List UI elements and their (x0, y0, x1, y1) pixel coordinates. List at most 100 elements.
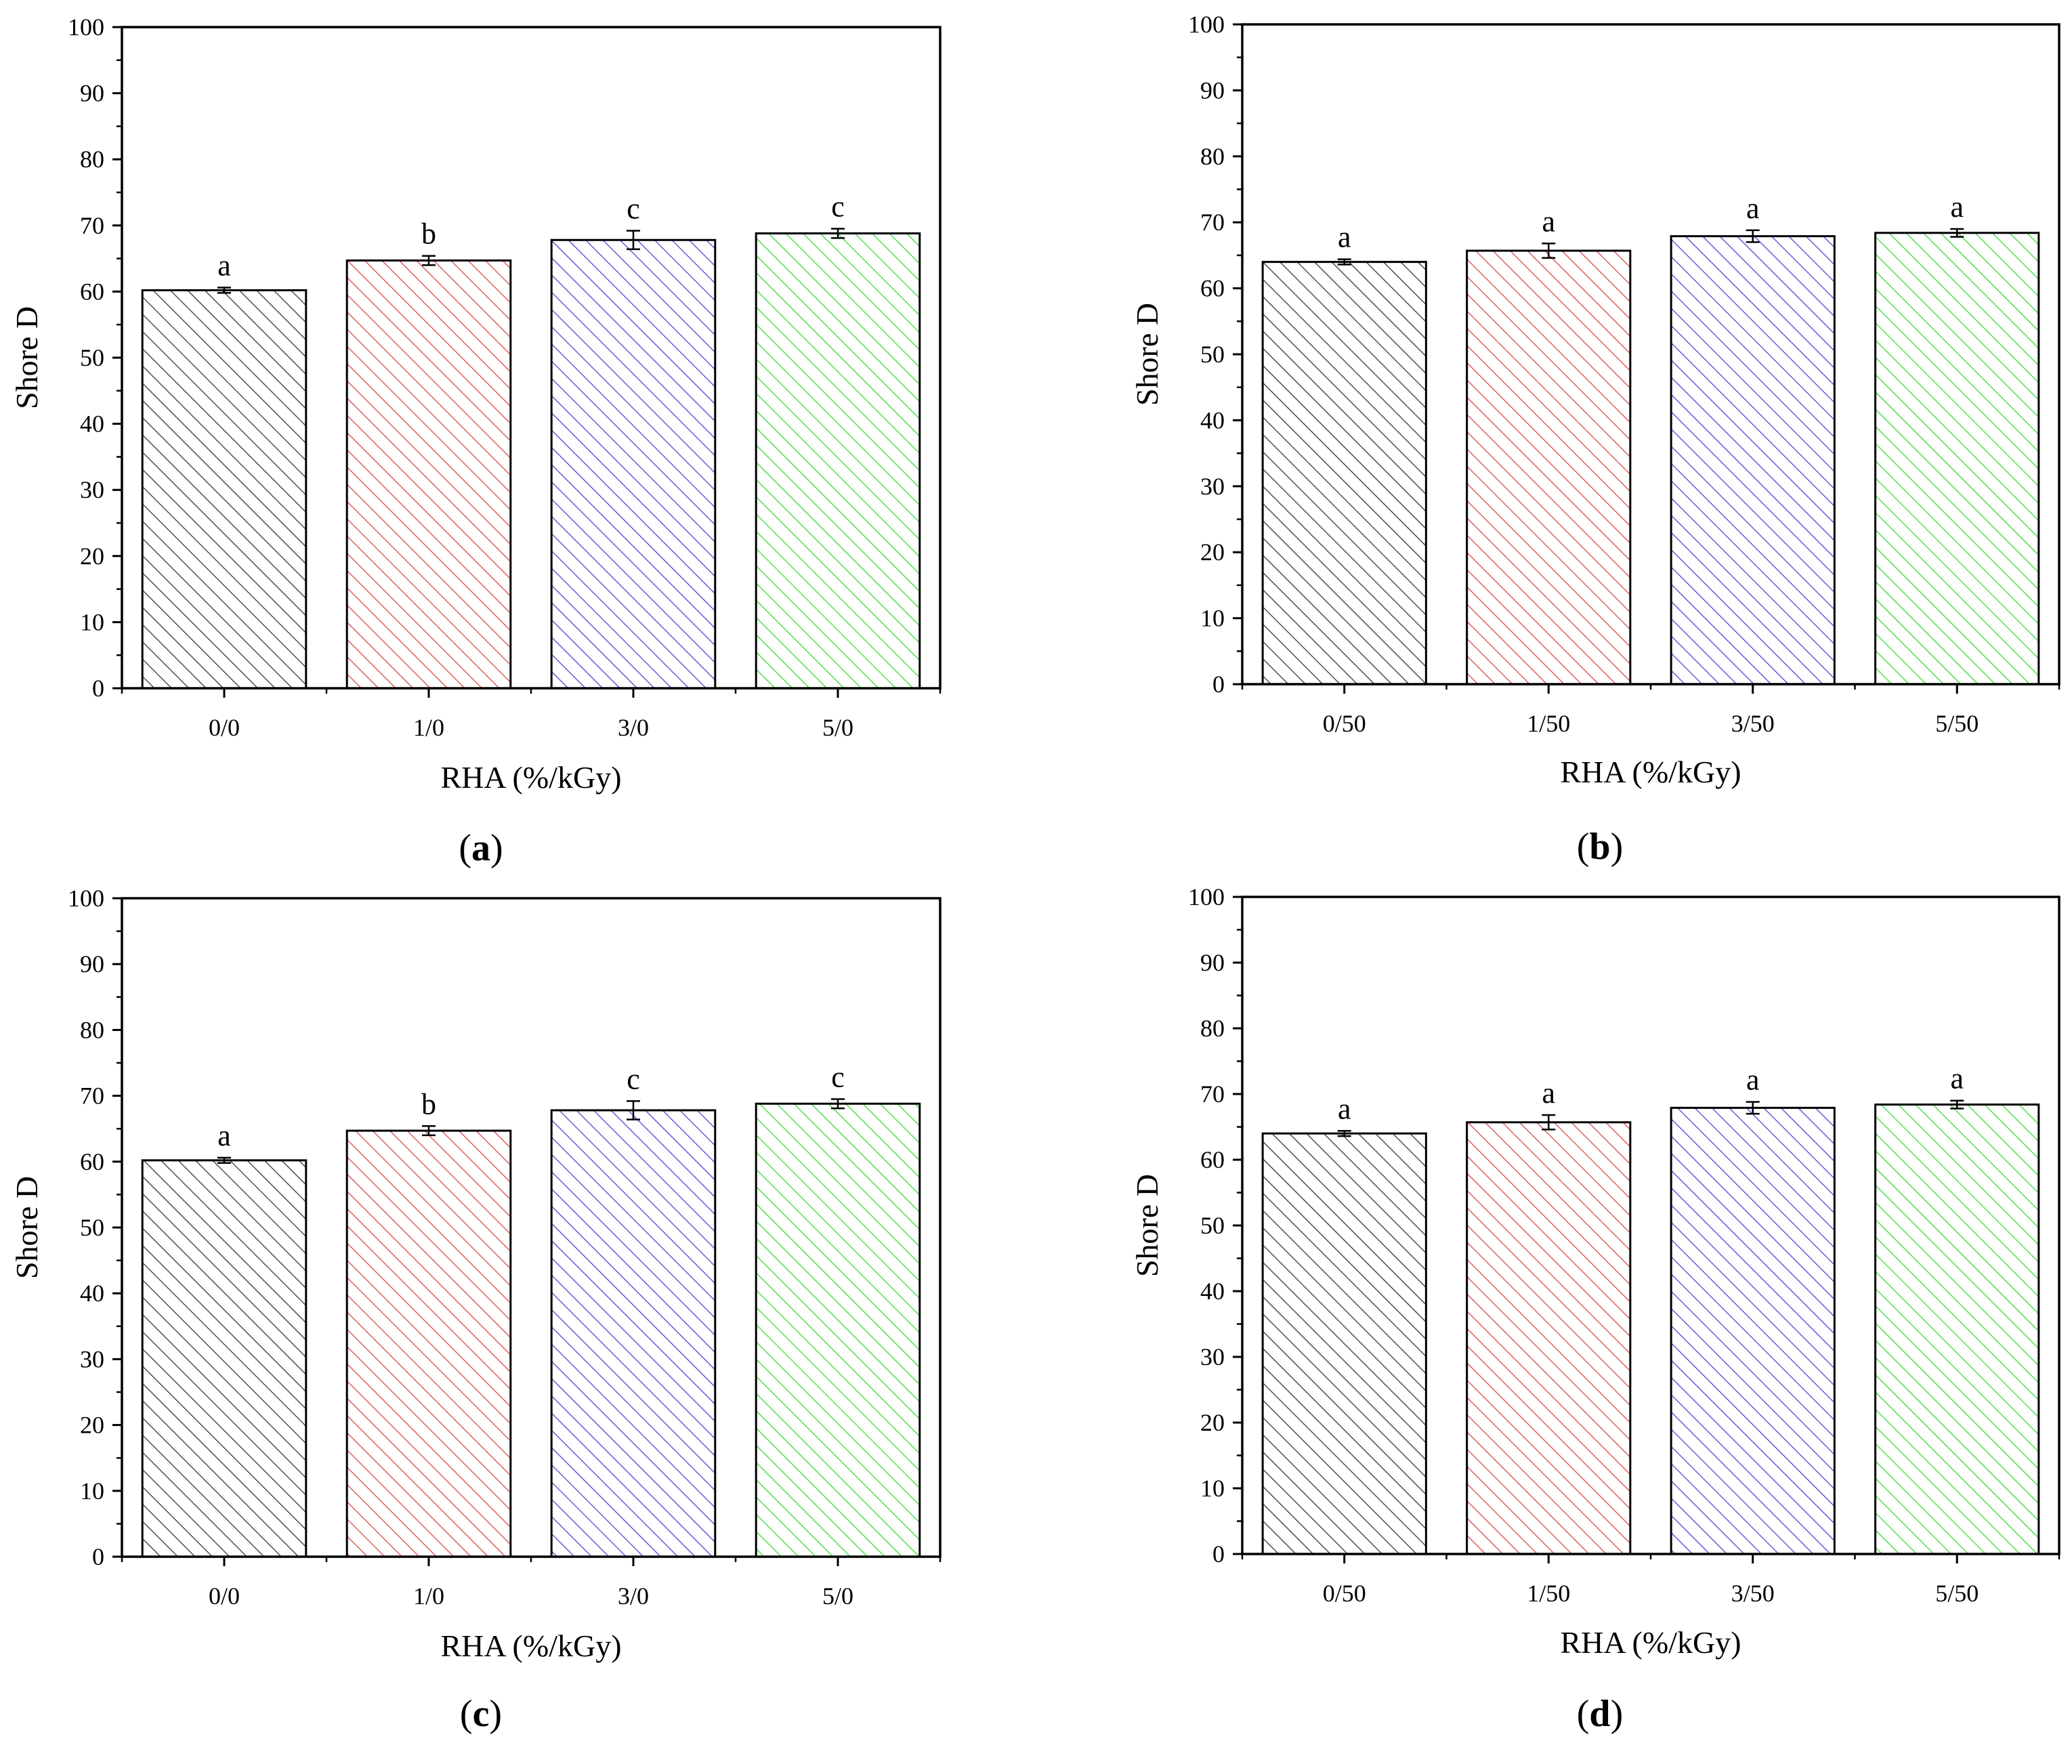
x-tick-label-3/50: 3/50 (1731, 710, 1775, 737)
x-tick-label-0/50: 0/50 (1323, 710, 1366, 737)
bar-0/50 (1261, 1132, 1427, 1555)
x-tick-label-5/0: 5/0 (822, 714, 853, 741)
y-tick-label-70: 70 (80, 212, 104, 239)
significance-label-1/50: a (1542, 205, 1555, 238)
y-tick-label-30: 30 (1200, 473, 1225, 500)
y-tick-label-60: 60 (80, 278, 104, 305)
y-tick-label-50: 50 (80, 1214, 104, 1241)
x-tick-label-5/0: 5/0 (822, 1582, 853, 1610)
bar-3/50 (1670, 235, 1836, 686)
bar-0/50 (1261, 261, 1427, 686)
y-tick-label-80: 80 (80, 1016, 104, 1043)
significance-label-5/50: a (1950, 1062, 1964, 1095)
significance-label-0/50: a (1338, 1092, 1351, 1125)
y-tick-label-50: 50 (1200, 1212, 1225, 1239)
x-tick-label-5/50: 5/50 (1935, 710, 1979, 737)
y-tick-label-70: 70 (80, 1083, 104, 1110)
y-tick-label-40: 40 (1200, 406, 1225, 434)
error-bar-5/50 (1950, 228, 1964, 238)
bar-3/0 (550, 1109, 717, 1558)
x-tick-label-1/50: 1/50 (1527, 1580, 1570, 1607)
error-bar-5/0 (831, 1098, 845, 1110)
y-axis-title: Shore D (9, 1176, 44, 1279)
y-axis-title: Shore D (1130, 303, 1164, 406)
error-bar-0/50 (1337, 258, 1351, 266)
bar-0/0 (141, 1159, 308, 1558)
significance-label-5/0: c (831, 1060, 845, 1093)
y-tick-label-60: 60 (1200, 275, 1225, 302)
y-tick-label-90: 90 (80, 80, 104, 107)
bar-5/0 (755, 1102, 921, 1558)
significance-label-3/0: c (627, 1062, 640, 1095)
y-tick-label-20: 20 (80, 1412, 104, 1439)
y-tick-label-100: 100 (68, 885, 104, 912)
y-tick-label-70: 70 (1200, 209, 1225, 236)
y-tick-label-10: 10 (1200, 1475, 1225, 1502)
x-tick-label-0/50: 0/50 (1323, 1580, 1366, 1607)
x-tick-label-3/0: 3/0 (618, 1582, 649, 1610)
y-tick-label-60: 60 (80, 1148, 104, 1175)
significance-label-3/50: a (1746, 1064, 1760, 1097)
y-tick-label-20: 20 (1200, 539, 1225, 566)
y-tick-label-60: 60 (1200, 1146, 1225, 1173)
y-tick-label-0: 0 (92, 1543, 104, 1570)
significance-label-1/0: b (421, 1087, 436, 1120)
x-tick-label-0/0: 0/0 (209, 714, 240, 741)
error-bar-1/50 (1542, 1114, 1556, 1131)
y-tick-label-0: 0 (92, 675, 104, 702)
error-bar-3/50 (1746, 1101, 1760, 1115)
y-tick-label-90: 90 (80, 950, 104, 978)
y-tick-label-40: 40 (80, 1280, 104, 1307)
error-bar-5/50 (1950, 1099, 1964, 1110)
y-tick-label-100: 100 (1188, 883, 1225, 910)
x-tick-label-1/0: 1/0 (413, 714, 444, 741)
x-tick-label-1/50: 1/50 (1527, 710, 1570, 737)
significance-label-3/50: a (1746, 192, 1760, 225)
error-bar-1/50 (1542, 243, 1556, 259)
plot-frame (1241, 23, 2060, 686)
y-tick-label-30: 30 (80, 1345, 104, 1372)
y-tick-label-90: 90 (1200, 949, 1225, 976)
x-axis-title: RHA (%/kGy) (440, 760, 621, 795)
chart-panel-c: a 0/0 b 1/0 c 3/0 c 5/0 0 10 20 30 40 50 60 70 80 90 100 RH… (9, 885, 942, 1735)
y-tick-label-10: 10 (80, 1477, 104, 1505)
y-tick-label-0: 0 (1212, 671, 1225, 698)
error-bar-0/0 (217, 1156, 231, 1164)
y-axis-title: Shore D (9, 306, 44, 409)
error-bar-1/0 (422, 1125, 436, 1137)
x-tick-label-1/0: 1/0 (413, 1582, 444, 1610)
bar-1/50 (1466, 1121, 1632, 1555)
bar-1/0 (345, 1129, 512, 1558)
significance-label-0/50: a (1338, 221, 1351, 254)
y-tick-label-80: 80 (1200, 1015, 1225, 1042)
y-tick-label-90: 90 (1200, 77, 1225, 104)
error-bar-0/50 (1337, 1130, 1351, 1137)
bar-0/0 (141, 289, 308, 690)
panel-label: (a) (459, 827, 503, 869)
y-tick-label-80: 80 (80, 146, 104, 173)
x-tick-label-3/50: 3/50 (1731, 1580, 1775, 1607)
panel-label: (b) (1577, 826, 1623, 868)
x-tick-label-3/0: 3/0 (618, 714, 649, 741)
x-axis-title: RHA (%/kGy) (440, 1629, 621, 1663)
y-tick-label-50: 50 (1200, 341, 1225, 368)
y-tick-label-20: 20 (1200, 1409, 1225, 1436)
significance-label-5/50: a (1950, 190, 1964, 224)
y-tick-label-10: 10 (80, 608, 104, 635)
error-bar-3/50 (1746, 229, 1760, 243)
bar-3/50 (1670, 1106, 1836, 1555)
x-axis-title: RHA (%/kGy) (1560, 1625, 1741, 1660)
y-tick-label-30: 30 (1200, 1343, 1225, 1370)
y-tick-label-40: 40 (1200, 1278, 1225, 1305)
y-tick-label-20: 20 (80, 543, 104, 570)
panel-label: (c) (460, 1693, 502, 1735)
bar-1/50 (1466, 249, 1632, 686)
significance-label-1/0: b (421, 217, 436, 251)
y-tick-label-100: 100 (68, 14, 104, 41)
y-tick-label-100: 100 (1188, 11, 1225, 38)
significance-label-0/0: a (217, 1119, 231, 1152)
x-axis-title: RHA (%/kGy) (1560, 755, 1741, 789)
panel-label: (d) (1577, 1693, 1623, 1735)
plot-frame (121, 26, 942, 690)
error-bar-3/0 (627, 1100, 640, 1120)
